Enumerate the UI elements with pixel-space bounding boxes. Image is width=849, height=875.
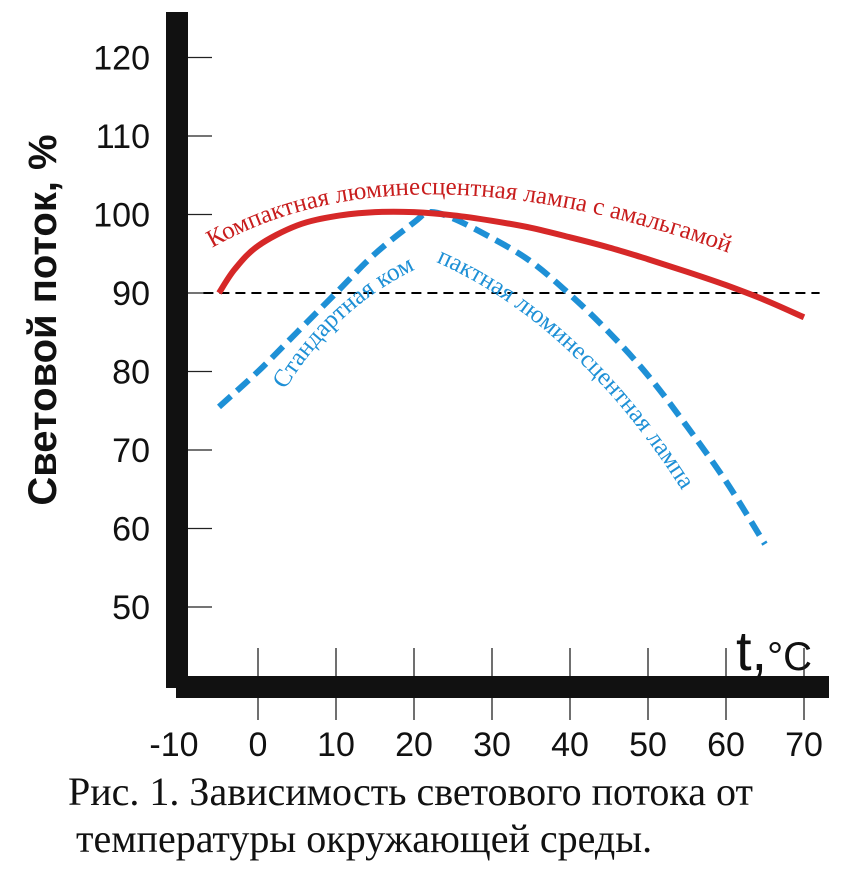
y-tick-label: 100 bbox=[93, 197, 150, 235]
blue-series-line bbox=[216, 209, 768, 546]
y-axis-line bbox=[166, 12, 188, 688]
x-tick-label: 50 bbox=[629, 726, 667, 764]
x-tick-label: -10 bbox=[149, 726, 198, 764]
x-axis-unit-t: t, bbox=[736, 619, 767, 682]
y-tick-label: 80 bbox=[112, 354, 150, 392]
y-tick-label: 70 bbox=[112, 432, 150, 470]
blue-curve-label-part2: пактная люминесцентная лампа bbox=[433, 243, 699, 494]
ticks-layer: 50 60 70 80 90 100 110 120 -10 0 10 20 30 40 50 60 70 bbox=[93, 40, 823, 765]
x-tick-label: 70 bbox=[785, 726, 823, 764]
x-tick-label: 30 bbox=[473, 726, 511, 764]
blue-curve-label-part1: Стандартная ком bbox=[267, 251, 418, 394]
x-tick-label: 0 bbox=[249, 726, 268, 764]
y-tick-label: 60 bbox=[112, 511, 150, 549]
x-axis-unit-c: °C bbox=[767, 635, 812, 679]
x-tick-label: 20 bbox=[395, 726, 433, 764]
series-layer bbox=[203, 208, 820, 546]
figure-caption-line2: температуры окружающей среды. bbox=[76, 816, 652, 861]
y-axis-label: Световой поток, % bbox=[21, 134, 65, 505]
y-tick-label: 120 bbox=[93, 40, 150, 78]
x-tick-label: 40 bbox=[551, 726, 589, 764]
blue-curve-label-text-1: Стандартная ком bbox=[267, 251, 418, 394]
axes-layer bbox=[166, 12, 829, 698]
blue-curve-label-text-2: пактная люминесцентная лампа bbox=[433, 243, 699, 494]
y-tick-label: 90 bbox=[112, 275, 150, 313]
y-tick-label: 110 bbox=[96, 118, 150, 156]
red-series-line bbox=[216, 208, 806, 321]
x-tick-label: 60 bbox=[707, 726, 745, 764]
y-tick-label: 50 bbox=[112, 589, 150, 627]
x-axis-unit-label: t,°C bbox=[736, 619, 812, 682]
x-tick-label: 10 bbox=[317, 726, 355, 764]
x-axis-line bbox=[176, 676, 829, 698]
figure-caption-line1: Рис. 1. Зависимость светового потока от bbox=[68, 769, 753, 814]
